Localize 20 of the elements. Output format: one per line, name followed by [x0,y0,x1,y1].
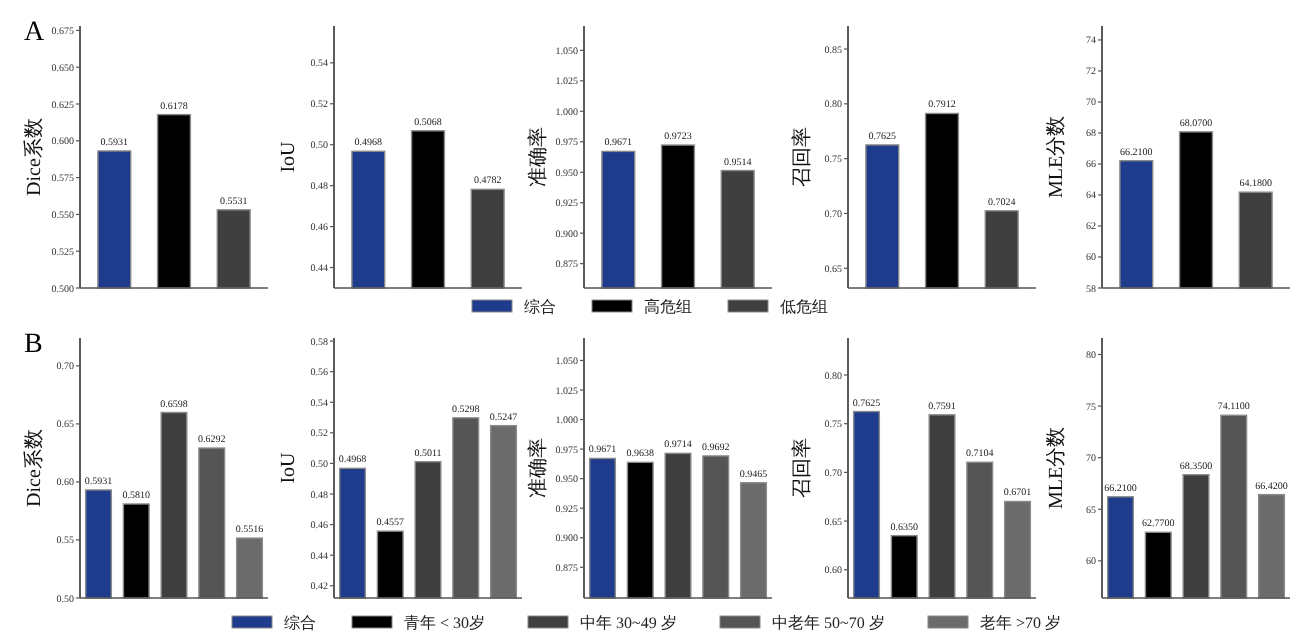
legend-label: 中老年 50~70 岁 [772,614,885,632]
y-axis-title: IoU [278,139,300,173]
chart-title: B [24,330,43,360]
y-axis-title: 召回率 [790,438,814,498]
y-axis-title: 准确率 [526,438,550,498]
y-axis-title: 准确率 [526,127,550,187]
legend-label: 青年 < 30岁 [404,614,486,632]
chart-title: A [24,18,46,48]
legend-label: 中年 30~49 岁 [580,614,677,632]
legend-label: 综合 [284,614,316,632]
legend-label: 综合 [524,298,556,316]
y-axis-title: Dice系数 [22,429,46,507]
legend-label: 老年 >70 岁 [980,614,1062,632]
y-axis-title: 召回率 [790,127,814,187]
y-axis-title: IoU [278,450,300,484]
y-axis-title: Dice系数 [22,118,46,196]
y-axis-title: MLE分数 [1044,115,1068,199]
legend-label: 低危组 [780,298,828,316]
y-axis-title: MLE分数 [1044,426,1068,510]
legend-label: 高危组 [644,298,692,316]
